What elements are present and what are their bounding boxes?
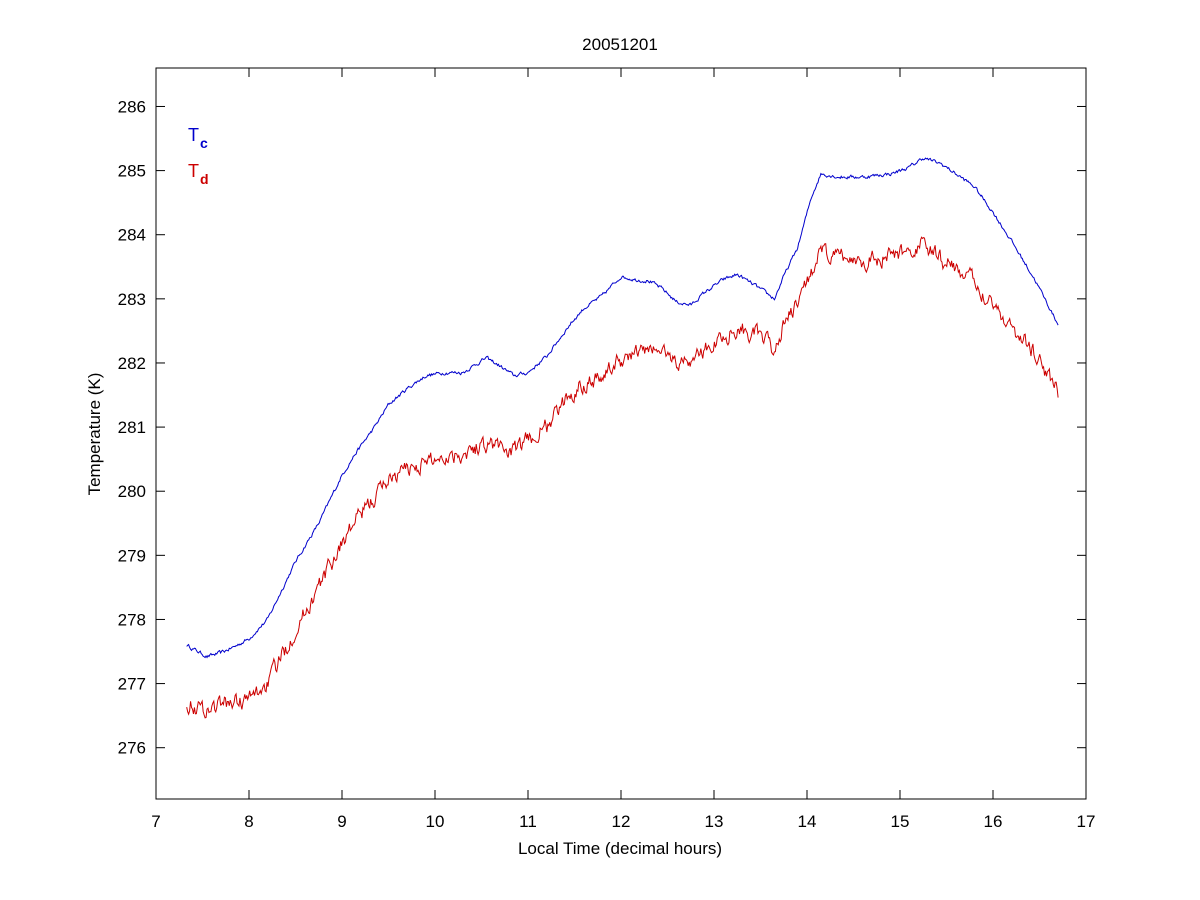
series-line-tc <box>186 157 1059 659</box>
y-tick-label: 284 <box>118 226 146 245</box>
x-tick-label: 9 <box>337 812 346 831</box>
series-layer <box>186 157 1059 719</box>
y-tick-label: 281 <box>118 418 146 437</box>
y-axis-ticks: 276 277 278 279 280 281 282 283 284 285 286 <box>118 97 1086 758</box>
y-tick-label: 282 <box>118 354 146 373</box>
y-tick-label: 279 <box>118 546 146 565</box>
x-tick-label: 17 <box>1077 812 1096 831</box>
x-tick-label: 16 <box>984 812 1003 831</box>
x-tick-label: 11 <box>519 812 537 831</box>
plot-area <box>155 67 1087 800</box>
y-axis-label: Temperature (K) <box>85 373 104 496</box>
x-axis-ticks: 7 8 9 10 11 12 13 14 15 16 17 <box>151 68 1095 831</box>
y-tick-label: 276 <box>118 739 146 758</box>
legend-item-tc: Tc <box>188 125 208 151</box>
x-tick-label: 15 <box>891 812 910 831</box>
legend-item-td: Td <box>188 161 209 187</box>
y-tick-label: 277 <box>118 675 146 694</box>
y-tick-label: 280 <box>118 482 146 501</box>
series-line-td <box>186 236 1059 719</box>
y-tick-label: 286 <box>118 97 146 116</box>
x-tick-label: 14 <box>798 812 817 831</box>
x-tick-label: 7 <box>151 812 160 831</box>
y-tick-label: 278 <box>118 610 146 629</box>
x-tick-label: 12 <box>612 812 631 831</box>
x-tick-label: 13 <box>705 812 724 831</box>
legend: Tc Td <box>188 125 209 187</box>
y-tick-label: 283 <box>118 290 146 309</box>
x-tick-label: 10 <box>426 812 445 831</box>
y-tick-label: 285 <box>118 162 146 181</box>
chart-title: 20051201 <box>582 35 658 54</box>
x-axis-label: Local Time (decimal hours) <box>518 839 722 858</box>
x-tick-label: 8 <box>244 812 253 831</box>
